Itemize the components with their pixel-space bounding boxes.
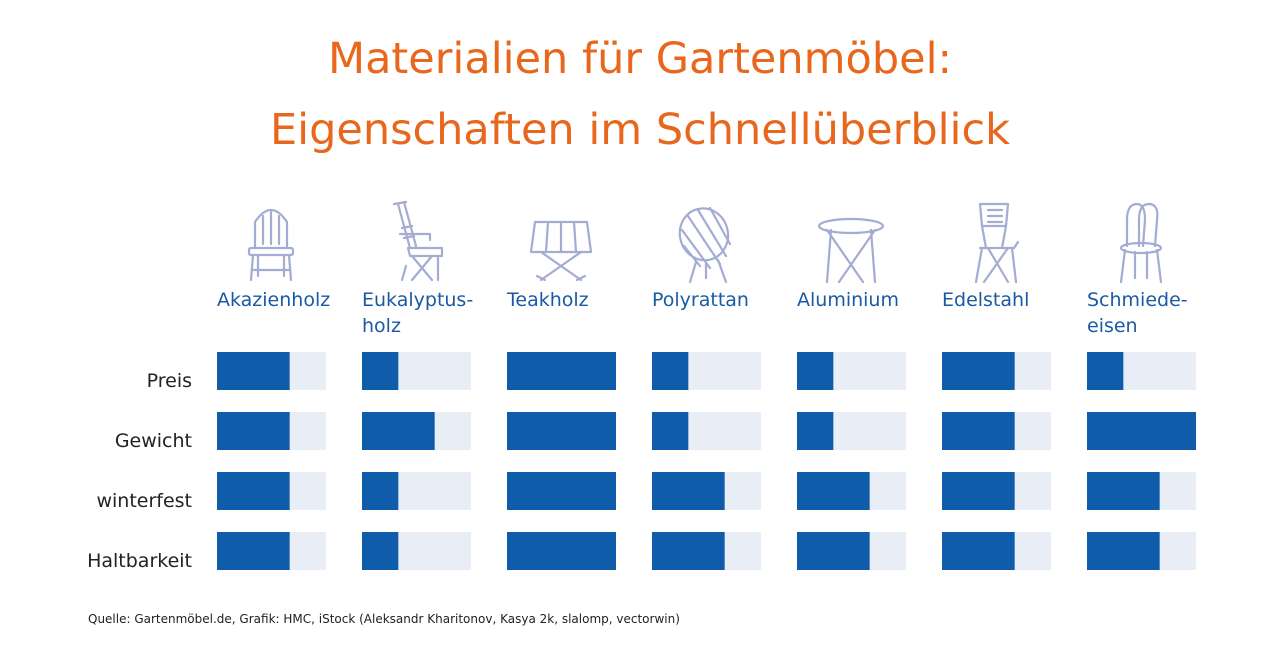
bar <box>362 532 399 570</box>
iron-chair-icon <box>1119 202 1163 284</box>
chart-title-line-1: Materialien für Gartenmöbel: <box>327 34 953 84</box>
bar <box>942 412 1015 450</box>
bar <box>217 472 290 510</box>
material-label: holz <box>362 315 401 337</box>
papasan-chair-icon <box>678 206 732 284</box>
source-note: Quelle: Gartenmöbel.de, Grafik: HMC, iSt… <box>88 612 680 626</box>
bar <box>652 412 689 450</box>
chart-title-line-2: Eigenschaften im Schnellüberblick <box>269 105 1011 155</box>
bar <box>652 352 689 390</box>
bar <box>507 352 616 390</box>
bar <box>1087 352 1124 390</box>
row-label: Gewicht <box>115 430 192 452</box>
row-label: Preis <box>147 370 192 392</box>
material-label: Edelstahl <box>942 289 1029 311</box>
row-label: winterfest <box>96 490 192 512</box>
bar <box>362 472 399 510</box>
material-label: Teakholz <box>506 289 589 311</box>
bar <box>217 412 290 450</box>
bar <box>217 532 290 570</box>
teak-table-icon <box>529 220 593 282</box>
bar <box>362 352 399 390</box>
material-label: Schmiede- <box>1087 289 1188 311</box>
bistro-table-icon <box>817 217 885 284</box>
bar <box>652 532 725 570</box>
bar <box>1087 412 1196 450</box>
bar <box>217 352 290 390</box>
bar <box>942 472 1015 510</box>
material-label: Aluminium <box>797 289 899 311</box>
material-label: eisen <box>1087 315 1138 337</box>
bar <box>1087 532 1160 570</box>
material-label: Eukalyptus- <box>362 289 473 311</box>
bar <box>797 472 870 510</box>
bar <box>797 352 834 390</box>
material-label: Akazienholz <box>217 289 330 311</box>
bar <box>942 352 1015 390</box>
bar <box>362 412 435 450</box>
bar <box>1087 472 1160 510</box>
material-label: Polyrattan <box>652 289 749 311</box>
folding-chair-icon <box>974 202 1020 284</box>
bar <box>652 472 725 510</box>
bar <box>942 532 1015 570</box>
bar <box>797 412 834 450</box>
bar <box>507 472 616 510</box>
wooden-chair-icon <box>247 208 295 282</box>
bar <box>507 412 616 450</box>
row-label: Haltbarkeit <box>87 550 192 572</box>
deck-chair-icon <box>392 200 444 282</box>
bar <box>507 532 616 570</box>
bar <box>797 532 870 570</box>
